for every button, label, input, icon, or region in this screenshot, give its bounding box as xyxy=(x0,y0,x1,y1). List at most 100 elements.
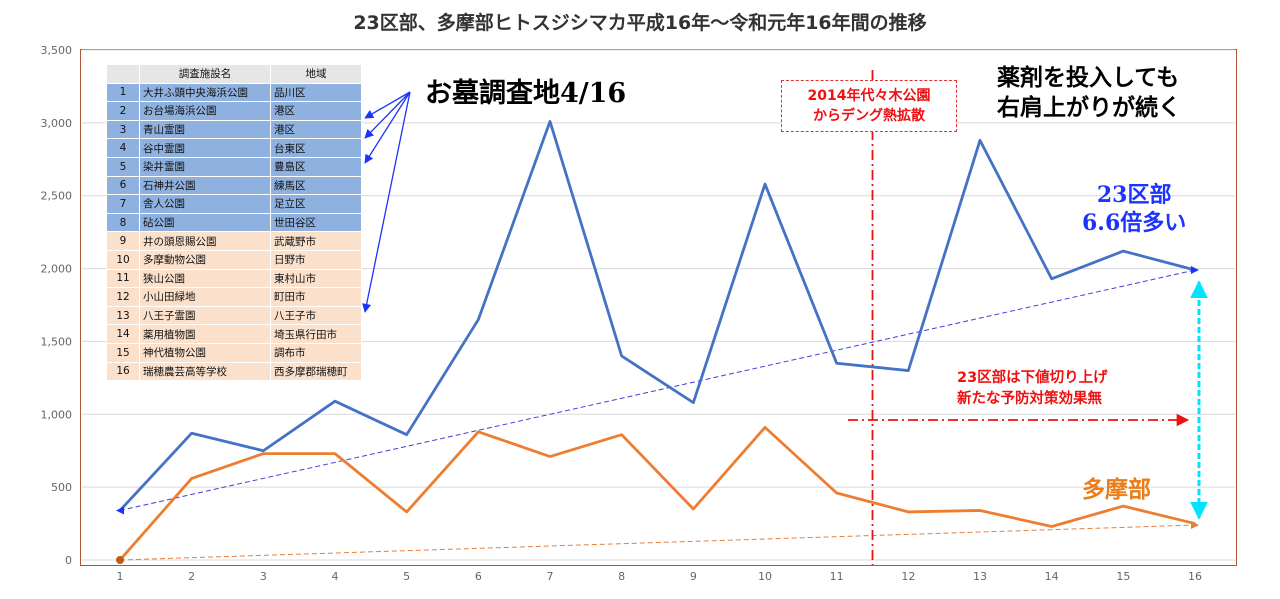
cell-area: 港区 xyxy=(270,119,362,140)
cell-no: 2 xyxy=(106,101,140,121)
x-tick-label: 1 xyxy=(117,570,124,583)
upward-trend-callout: 薬剤を投入しても 右肩上がりが続く xyxy=(997,63,1181,123)
cell-area: 台東区 xyxy=(270,138,362,158)
table-row: 4 谷中霊園 台東区 xyxy=(106,138,362,158)
cell-area: 八王子市 xyxy=(270,305,362,326)
cell-no: 8 xyxy=(106,212,140,233)
x-tick-label: 11 xyxy=(830,570,844,583)
table-row: 7 舎人公園 足立区 xyxy=(106,194,362,214)
x-tick-label: 13 xyxy=(973,570,987,583)
y-tick-label: 0 xyxy=(65,554,72,567)
cell-facility: 井の頭恩賜公園 xyxy=(139,231,271,251)
x-tick-label: 3 xyxy=(260,570,267,583)
x-tick-label: 15 xyxy=(1116,570,1130,583)
upward-line-2: 右肩上がりが続く xyxy=(997,94,1181,121)
cell-area: 練馬区 xyxy=(270,175,362,196)
tama-start-dot xyxy=(116,556,124,564)
table-row: 10 多摩動物公園 日野市 xyxy=(106,249,362,270)
cell-facility: 小山田緑地 xyxy=(139,287,271,307)
survey-pointer-arrow xyxy=(364,91,411,119)
tama-series-callout: 多摩部 xyxy=(1082,476,1151,503)
cell-no: 15 xyxy=(106,342,140,363)
cell-facility: 薬用植物園 xyxy=(139,324,271,344)
header-no xyxy=(106,64,140,84)
cell-no: 6 xyxy=(106,175,140,196)
table-row: 1 大井ふ頭中央海浜公園 品川区 xyxy=(106,82,362,103)
ward-end-marker xyxy=(1191,266,1199,275)
cell-facility: 青山霊園 xyxy=(139,119,271,140)
cell-facility: 染井霊園 xyxy=(139,156,271,177)
trend-line xyxy=(119,524,1196,561)
table-row: 5 染井霊園 豊島区 xyxy=(106,156,362,177)
dengue-line-2: からデング熱拡散 xyxy=(813,108,925,124)
cell-area: 世田谷区 xyxy=(270,212,362,233)
ward-start-marker xyxy=(116,506,124,515)
x-tick-label: 16 xyxy=(1188,570,1202,583)
cell-no: 4 xyxy=(106,138,140,158)
table-row: 3 青山霊園 港区 xyxy=(106,119,362,140)
cell-area: 町田市 xyxy=(270,287,362,307)
ward-series-callout: 23区部 6.6倍多い xyxy=(1082,181,1186,237)
table-row: 12 小山田緑地 町田市 xyxy=(106,287,362,307)
x-tick-label: 6 xyxy=(475,570,482,583)
y-tick-label: 3,000 xyxy=(41,117,73,130)
series-line-tama xyxy=(118,425,1196,561)
x-tick-labels: 1 2 3 4 5 6 7 8 9 10 11 12 13 14 15 16 xyxy=(117,570,1203,583)
survey-pointer-arrow xyxy=(362,91,411,313)
annotation-markers xyxy=(116,70,1208,565)
survey-pointer-arrow xyxy=(364,91,411,164)
cell-facility: 八王子霊園 xyxy=(139,305,271,326)
survey-sites-label: お墓調査地4/16 xyxy=(425,78,627,109)
cell-area: 品川区 xyxy=(270,82,362,103)
x-tick-label: 4 xyxy=(332,570,339,583)
floor-line-2: 新たな予防対策効果無 xyxy=(957,391,1102,407)
floor-rise-callout: 23区部は下値切り上げ 新たな予防対策効果無 xyxy=(957,368,1108,410)
cell-area: 港区 xyxy=(270,101,362,121)
cell-facility: 舎人公園 xyxy=(139,194,271,214)
floor-line-1: 23区部は下値切り上げ xyxy=(957,370,1108,386)
cell-no: 7 xyxy=(106,194,140,214)
cell-facility: 大井ふ頭中央海浜公園 xyxy=(139,82,271,103)
cell-no: 12 xyxy=(106,287,140,307)
cell-no: 13 xyxy=(106,305,140,326)
cell-area: 東村山市 xyxy=(270,268,362,289)
cell-no: 1 xyxy=(106,82,140,103)
cell-area: 調布市 xyxy=(270,342,362,363)
data-series xyxy=(118,120,1196,561)
table-row: 11 狭山公園 東村山市 xyxy=(106,268,362,289)
series-line-23ku xyxy=(118,120,1196,512)
y-tick-label: 1,000 xyxy=(41,408,73,421)
cell-no: 9 xyxy=(106,231,140,251)
y-tick-label: 3,500 xyxy=(41,44,73,57)
survey-pointer-arrow xyxy=(364,91,411,139)
trend-lines xyxy=(119,269,1196,561)
cell-facility: 神代植物公園 xyxy=(139,342,271,363)
dengue-callout: 2014年代々木公園 からデング熱拡散 xyxy=(781,80,957,132)
y-tick-label: 1,500 xyxy=(41,335,73,348)
cell-facility: 石神井公園 xyxy=(139,175,271,196)
cell-area: 足立区 xyxy=(270,194,362,214)
x-tick-label: 2 xyxy=(188,570,195,583)
y-tick-label: 2,000 xyxy=(41,263,73,276)
cell-area: 埼玉県行田市 xyxy=(270,324,362,344)
ward-callout-line-2: 6.6倍多い xyxy=(1082,210,1187,236)
table-row: 15 神代植物公園 調布市 xyxy=(106,342,362,363)
table-row: 13 八王子霊園 八王子市 xyxy=(106,305,362,326)
chart-title: 23区部、多摩部ヒトスジシマカ平成16年～令和元年16年間の推移 xyxy=(353,12,927,34)
cell-no: 5 xyxy=(106,156,140,177)
cell-no: 16 xyxy=(106,361,140,382)
header-area: 地域 xyxy=(270,64,362,84)
upward-line-1: 薬剤を投入しても xyxy=(997,64,1180,91)
table-row: 9 井の頭恩賜公園 武蔵野市 xyxy=(106,231,362,251)
table-row: 8 砧公園 世田谷区 xyxy=(106,212,362,233)
cell-no: 3 xyxy=(106,119,140,140)
x-tick-label: 7 xyxy=(547,570,554,583)
y-tick-label: 2,500 xyxy=(41,190,73,203)
cell-no: 10 xyxy=(106,249,140,270)
cell-area: 武蔵野市 xyxy=(270,231,362,251)
cell-area: 西多摩郡瑞穂町 xyxy=(270,361,362,382)
header-facility: 調査施設名 xyxy=(139,64,271,84)
table-header-row: 調査施設名 地域 xyxy=(106,64,362,84)
y-tick-labels: 0 500 1,000 1,500 2,000 2,500 3,000 3,500 xyxy=(41,44,73,567)
